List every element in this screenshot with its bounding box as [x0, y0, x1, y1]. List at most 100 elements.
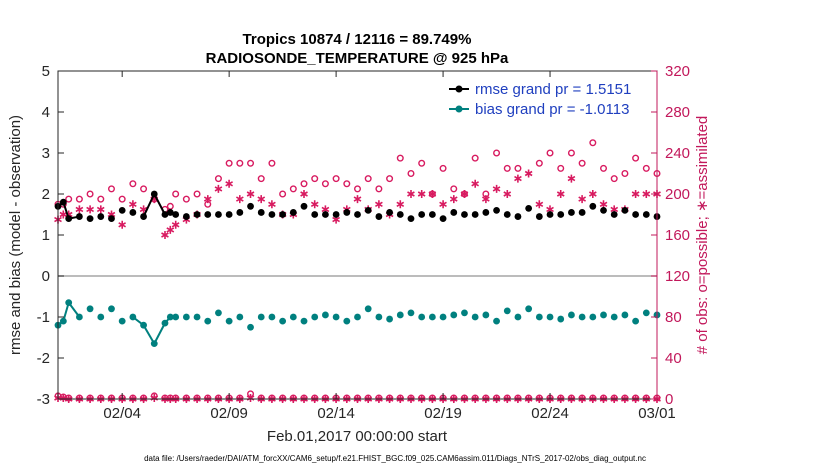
possible-obs-point: [97, 195, 105, 203]
rmse-point: [632, 211, 640, 218]
bias-point: [86, 305, 94, 313]
possible-obs-point: [289, 185, 297, 193]
rmse-point: [193, 211, 201, 218]
axes-layer: 02/04 02/09 02/14 02/19 02/24 03/01 -3 -2 -1 0 1 2 3…: [37, 63, 690, 422]
rmse-point: [236, 209, 244, 216]
rmse-point: [557, 211, 565, 218]
plot-area: [58, 71, 657, 399]
assimilated-obs-point: [161, 231, 169, 239]
rmse-point: [439, 215, 447, 223]
bias-point: [471, 313, 479, 321]
bias-point: [557, 315, 565, 323]
bias-point: [535, 313, 543, 321]
possible-obs-point: [236, 159, 244, 167]
rmse-point: [535, 213, 543, 220]
rmse-point: [418, 211, 426, 218]
possible-obs-point: [225, 159, 233, 167]
legend-bias-label: bias grand pr = -1.0113: [475, 101, 629, 118]
assimilated-obs-point: [492, 184, 501, 193]
rmse-point: [247, 202, 254, 210]
bias-point: [204, 317, 212, 325]
assimilated-obs-point: [257, 195, 266, 204]
chart-title: Tropics 10874 / 12116 = 89.749%: [243, 31, 472, 48]
rmse-point: [225, 211, 233, 218]
assimilated-obs-point: [375, 200, 383, 209]
assimilated-obs-point: [118, 220, 127, 229]
possible-obs-point: [257, 175, 265, 183]
possible-obs-point: [642, 164, 650, 172]
bias-point: [610, 313, 618, 321]
bias-point: [289, 313, 297, 321]
possible-obs-point: [300, 180, 308, 188]
bias-point: [65, 299, 73, 307]
rmse-point: [268, 211, 276, 218]
rmse-point: [568, 209, 575, 216]
bias-point: [482, 311, 490, 319]
bias-point: [578, 313, 586, 321]
bias-point: [450, 311, 458, 319]
rmse-point: [279, 211, 287, 218]
possible-obs-point: [375, 185, 383, 193]
bias-point: [364, 305, 372, 313]
rmse-point: [386, 209, 393, 216]
assimilated-obs-point: [514, 174, 522, 183]
rmse-point: [75, 213, 83, 220]
y-tick-label: -1: [37, 309, 50, 326]
bias-point: [407, 309, 415, 317]
bias-point: [642, 309, 650, 317]
bias-point: [172, 313, 180, 321]
y-tick-label: 2: [42, 186, 50, 203]
rmse-segment: [142, 193, 156, 217]
rmse-segment: [153, 193, 166, 215]
y-tick-label: -3: [37, 391, 50, 408]
possible-obs-point: [321, 180, 329, 188]
bias-point: [354, 313, 361, 321]
assimilated-obs-point: [449, 195, 458, 204]
x-tick-label: 02/24: [531, 405, 569, 422]
assimilated-obs-point: [524, 169, 533, 178]
assimilated-obs-point: [428, 190, 437, 198]
possible-obs-point: [578, 159, 586, 167]
bias-point: [166, 313, 174, 321]
bias-point: [600, 311, 607, 319]
possible-obs-point: [589, 139, 597, 147]
assimilated-obs-point: [631, 190, 640, 198]
possible-obs-point: [332, 175, 340, 183]
possible-obs-point: [396, 154, 404, 162]
bias-point: [332, 313, 340, 321]
footnote: data file: /Users/raeder/DAI/ATM_forcXX/…: [144, 454, 646, 463]
rmse-point: [503, 211, 511, 218]
series-points-layer: [54, 190, 661, 348]
bias-point: [161, 319, 169, 327]
rmse-point: [428, 211, 436, 218]
assimilated-obs-point: [310, 200, 319, 209]
x-tick-label: 02/09: [210, 405, 248, 422]
possible-obs-point: [86, 190, 94, 198]
y-tick-label: -2: [37, 350, 50, 367]
y2-tick-label: 160: [665, 227, 690, 244]
bias-point: [279, 317, 287, 325]
rmse-point: [493, 207, 500, 214]
legend-box: [441, 78, 647, 120]
possible-obs-point: [247, 159, 255, 167]
rmse-point: [471, 211, 479, 218]
rmse-point: [257, 209, 265, 216]
bias-point: [236, 313, 244, 321]
rmse-point: [161, 211, 169, 218]
bias-point: [621, 311, 629, 319]
y-tick-label: 3: [42, 145, 50, 162]
rmse-point: [610, 211, 618, 218]
rmse-point: [166, 209, 174, 216]
rmse-point: [140, 213, 147, 220]
assimilated-obs-point: [503, 190, 512, 198]
possible-obs-point: [182, 195, 190, 203]
rmse-point: [450, 209, 458, 216]
legend-bias-marker: [455, 105, 463, 113]
y2-tick-label: 200: [665, 186, 690, 203]
rmse-point: [396, 211, 404, 218]
possible-obs-point: [140, 185, 148, 193]
legend-rmse-label: rmse grand pr = 1.5151: [475, 81, 631, 98]
possible-obs-point: [407, 169, 415, 177]
y2-tick-label: 320: [665, 63, 690, 80]
